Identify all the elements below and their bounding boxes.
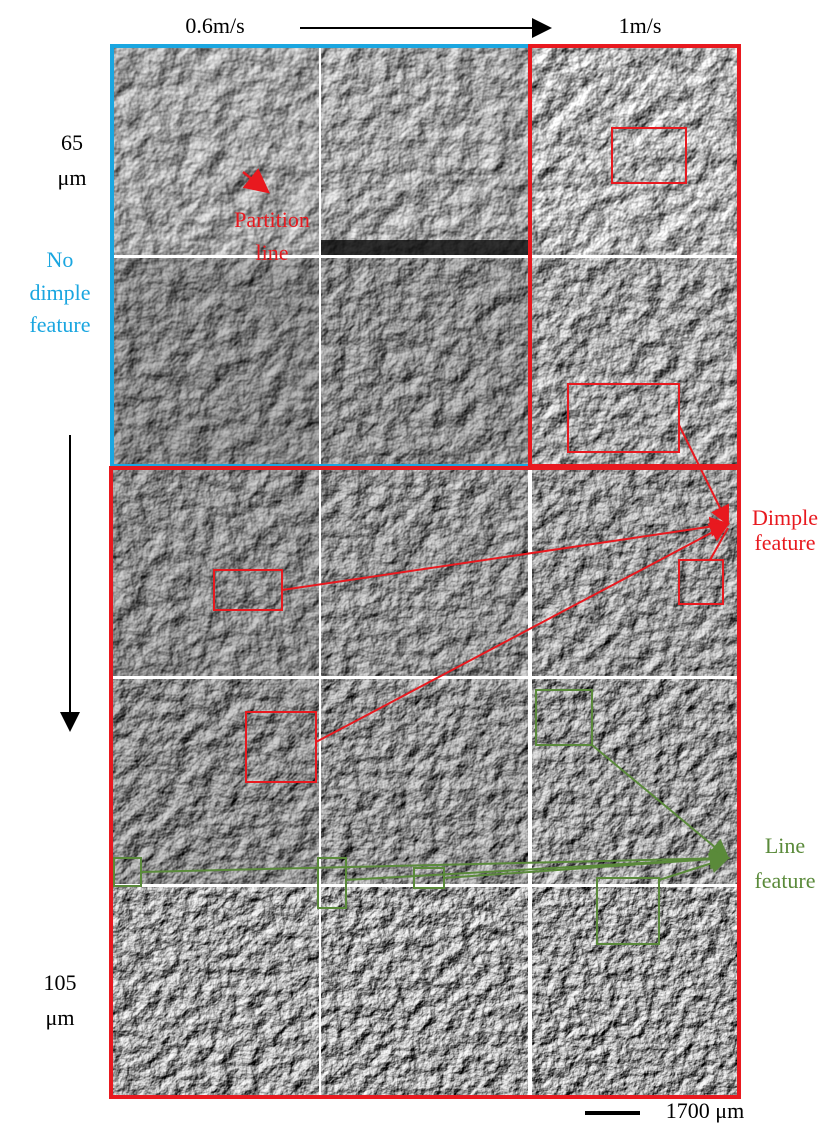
shadow [321, 240, 528, 255]
size-bottom-unit: μm [46, 1005, 75, 1030]
micrograph [113, 470, 319, 676]
micrograph [321, 470, 528, 676]
micrograph [321, 48, 528, 255]
micrograph [532, 258, 738, 465]
size-bottom: 105 [44, 970, 77, 995]
speed-low: 0.6m/s [185, 13, 244, 38]
micrograph [321, 258, 528, 465]
micrograph-grid [113, 48, 738, 1095]
micrograph [532, 887, 738, 1095]
figure: 0.6m/s 1m/s 65 μm No dimple feature 105 … [0, 0, 839, 1131]
micrograph [532, 48, 738, 255]
line-label: Line [765, 833, 805, 858]
partition-label: Partition [234, 207, 310, 232]
line-label: feature [754, 868, 815, 893]
micrograph [113, 887, 319, 1095]
partition-label: line [256, 240, 289, 265]
size-top-unit: μm [58, 165, 87, 190]
speed-high: 1m/s [619, 13, 662, 38]
micrograph [321, 679, 528, 884]
dimple-label: Dimple [752, 505, 818, 530]
no-dimple: dimple [29, 280, 90, 305]
no-dimple: No [47, 247, 74, 272]
dimple-label: feature [754, 530, 815, 555]
micrograph [321, 887, 528, 1095]
no-dimple: feature [29, 312, 90, 337]
scale-label: 1700 μm [666, 1098, 744, 1123]
size-top: 65 [61, 130, 83, 155]
micrograph [113, 258, 319, 465]
